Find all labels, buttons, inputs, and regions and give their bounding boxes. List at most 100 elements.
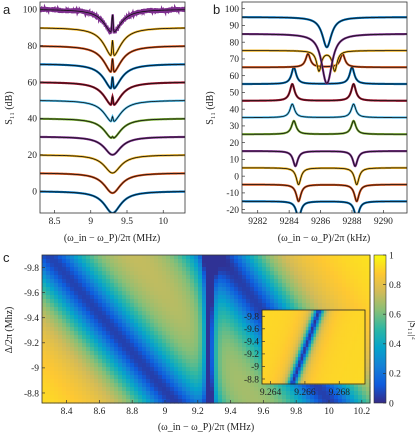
- inset-heatmap-cell: [269, 336, 273, 341]
- heatmap-cell: [322, 395, 327, 400]
- heatmap-cell: [174, 323, 179, 328]
- heatmap-cell: [70, 299, 75, 304]
- heatmap-cell: [334, 255, 339, 260]
- heatmap-cell: [86, 295, 91, 300]
- heatmap-cell: [302, 279, 307, 284]
- inset-heatmap-cell: [310, 350, 315, 355]
- heatmap-cell: [258, 391, 263, 396]
- inset-heatmap-cell: [328, 323, 333, 328]
- panel-a-frame: [39, 1, 186, 214]
- panel-c-xtick-label: 9.4: [225, 407, 237, 417]
- heatmap-cell: [238, 279, 243, 284]
- heatmap-cell: [70, 311, 75, 316]
- heatmap-cell: [170, 259, 175, 264]
- heatmap-cell: [66, 395, 71, 400]
- heatmap-cell: [326, 391, 331, 396]
- heatmap-cell: [230, 307, 235, 312]
- panel-b-ytick-label: 100: [225, 5, 240, 15]
- panel-c-heatmap: [42, 255, 371, 404]
- heatmap-cell: [198, 299, 203, 304]
- heatmap-cell: [118, 267, 123, 272]
- heatmap-cell: [242, 287, 247, 292]
- heatmap-cell: [254, 383, 259, 388]
- inset-heatmap-cell: [308, 367, 312, 372]
- heatmap-cell: [158, 299, 163, 304]
- heatmap-cell: [218, 347, 223, 352]
- inset-heatmap-cell: [321, 370, 325, 375]
- heatmap-cell: [214, 295, 219, 300]
- heatmap-cell: [42, 371, 47, 376]
- heatmap-cell: [322, 287, 327, 292]
- heatmap-cell: [86, 283, 91, 288]
- heatmap-cell: [242, 359, 247, 364]
- inset-heatmap-cell: [305, 320, 309, 325]
- heatmap-cell: [134, 379, 139, 384]
- heatmap-cell: [186, 271, 191, 276]
- heatmap-cell: [182, 311, 187, 316]
- heatmap-cell: [238, 351, 243, 356]
- heatmap-cell: [318, 391, 323, 396]
- heatmap-cell: [262, 275, 267, 280]
- inset-heatmap-cell: [323, 316, 327, 321]
- heatmap-cell: [254, 287, 259, 292]
- heatmap-cell: [246, 355, 251, 360]
- heatmap-cell: [110, 299, 115, 304]
- heatmap-cell: [238, 327, 243, 332]
- heatmap-cell: [278, 267, 283, 272]
- heatmap-cell: [314, 307, 319, 312]
- inset-heatmap-cell: [292, 310, 297, 314]
- heatmap-cell: [198, 343, 203, 348]
- inset-heatmap-cell: [303, 323, 307, 328]
- heatmap-cell: [90, 387, 95, 392]
- panel-a-ytick-label: 0: [32, 187, 37, 197]
- inset-heatmap-cell: [341, 343, 345, 348]
- inset-heatmap-cell: [274, 347, 279, 351]
- inset-heatmap-cell: [303, 363, 307, 368]
- heatmap-cell: [286, 399, 291, 404]
- heatmap-cell: [170, 375, 175, 380]
- inset-heatmap-cell: [313, 373, 317, 378]
- heatmap-cell: [206, 399, 211, 404]
- inset-heatmap-cell: [267, 323, 271, 328]
- heatmap-cell: [146, 303, 151, 308]
- inset-heatmap-cell: [274, 360, 279, 365]
- inset-heatmap-cell: [292, 363, 297, 368]
- heatmap-cell: [126, 319, 131, 324]
- inset-heatmap-cell: [308, 380, 312, 385]
- heatmap-cell: [74, 271, 79, 276]
- inset-heatmap-cell: [331, 340, 335, 345]
- heatmap-cell: [278, 255, 283, 260]
- heatmap-cell: [246, 255, 251, 260]
- heatmap-cell: [110, 327, 115, 332]
- inset-heatmap-cell: [262, 333, 266, 338]
- heatmap-cell: [242, 283, 247, 288]
- heatmap-cell: [242, 307, 247, 312]
- panel-a-ytick-label: 100: [23, 6, 38, 16]
- inset-heatmap-cell: [262, 330, 266, 335]
- heatmap-cell: [286, 259, 291, 264]
- heatmap-cell: [242, 351, 247, 356]
- inset-heatmap-cell: [362, 336, 366, 341]
- heatmap-cell: [78, 283, 83, 288]
- inset-heatmap-cell: [287, 357, 291, 362]
- heatmap-cell: [86, 367, 91, 372]
- heatmap-cell: [118, 375, 123, 380]
- inset-heatmap-cell: [354, 373, 358, 378]
- heatmap-cell: [350, 399, 355, 404]
- heatmap-cell: [158, 343, 163, 348]
- heatmap-cell: [166, 279, 171, 284]
- inset-heatmap-cell: [272, 336, 276, 341]
- heatmap-cell: [62, 327, 67, 332]
- inset-heatmap-cell: [344, 336, 348, 341]
- heatmap-cell: [366, 371, 371, 376]
- heatmap-cell: [154, 335, 159, 340]
- heatmap-cell: [54, 331, 59, 336]
- heatmap-cell: [114, 267, 119, 272]
- inset-heatmap-cell: [262, 340, 266, 345]
- heatmap-cell: [202, 343, 207, 348]
- heatmap-cell: [146, 299, 151, 304]
- heatmap-cell: [294, 383, 299, 388]
- heatmap-cell: [170, 267, 175, 272]
- heatmap-cell: [342, 291, 347, 296]
- heatmap-cell: [46, 395, 51, 400]
